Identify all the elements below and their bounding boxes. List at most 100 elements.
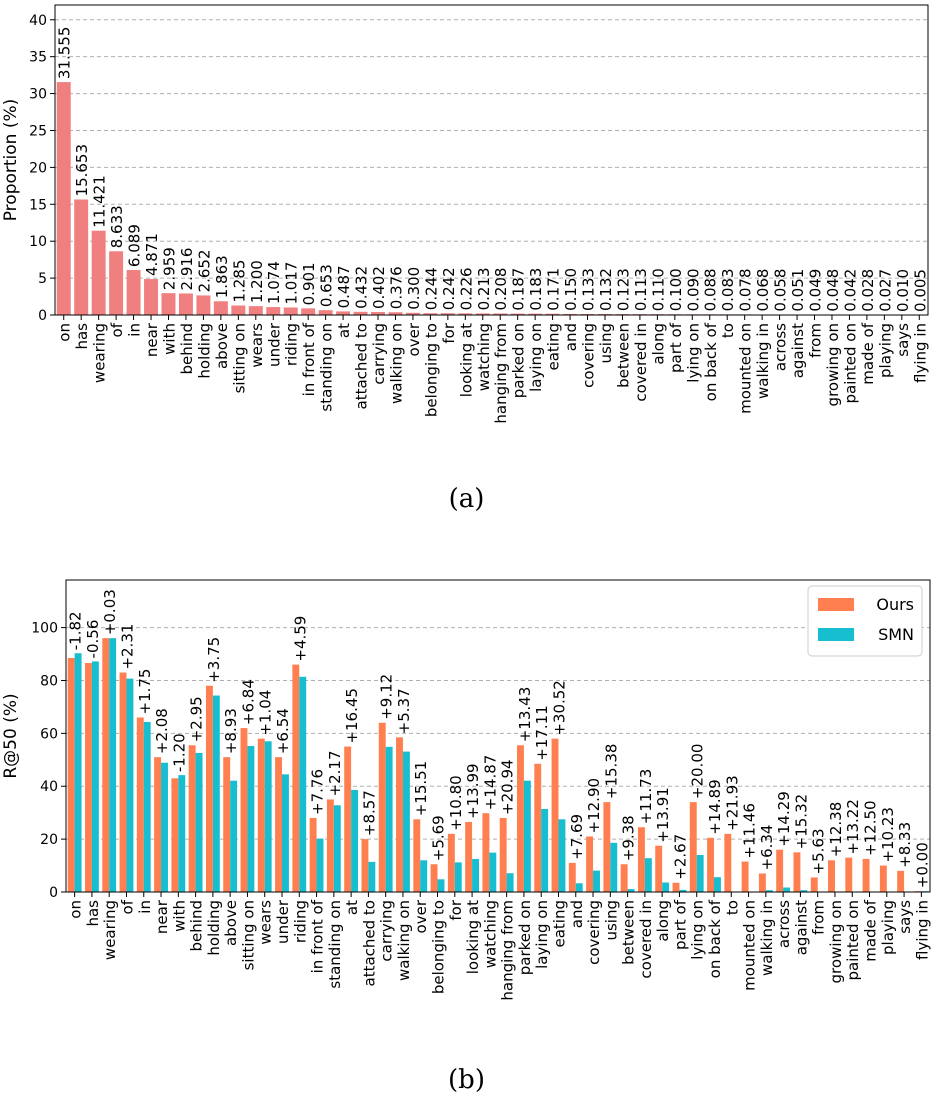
bar-smn [714, 877, 721, 892]
x-tick-label: lying on [684, 323, 702, 383]
bar-data-label: 0.051 [789, 269, 807, 312]
bar-proportion [91, 230, 106, 315]
bar-ours [517, 745, 524, 892]
bar-data-label: 0.123 [614, 268, 632, 311]
bar-smn [558, 819, 566, 892]
bar-data-label: +6.34 [758, 825, 776, 871]
bar-smn [402, 751, 410, 892]
bar-data-label: +9.12 [378, 674, 396, 720]
x-tick-label: in [126, 323, 144, 337]
x-tick-label: watching [475, 323, 493, 391]
bar-data-label: +9.38 [620, 815, 638, 861]
x-tick-label: and [562, 323, 580, 351]
x-tick-label: attached to [360, 900, 378, 986]
x-tick-label: parked on [510, 323, 528, 398]
bar-ours [257, 738, 265, 892]
x-tick-label: under [265, 322, 283, 367]
x-tick-label: says [896, 900, 914, 934]
x-tick-label: laying on [527, 323, 545, 392]
bar-smn [627, 889, 635, 892]
bar-smn [161, 762, 168, 892]
bar-smn [351, 789, 359, 892]
bar-ours [568, 862, 576, 892]
bar-ours [603, 802, 611, 892]
bar-proportion [493, 313, 508, 315]
x-tick-label: carrying [370, 323, 388, 385]
bar-smn [264, 741, 272, 892]
x-tick-label: over [405, 322, 423, 356]
x-tick-label: riding [283, 323, 301, 366]
bar-data-label: 0.208 [492, 268, 510, 311]
bar-smn [299, 676, 307, 892]
x-tick-label: standing on [326, 900, 344, 989]
x-tick-label: holding [205, 900, 223, 956]
x-tick-label: along [649, 323, 667, 365]
bar-proportion [318, 310, 333, 315]
bar-ours [637, 827, 645, 892]
bar-smn [662, 882, 670, 892]
x-tick-label: flying in [913, 900, 931, 960]
bar-data-label: +0.00 [913, 842, 931, 888]
x-tick-label: wears [248, 323, 266, 368]
bar-data-label: 2.652 [195, 249, 213, 292]
x-tick-label: walking in [758, 900, 776, 976]
bar-data-label: -1.20 [170, 733, 188, 772]
bar-proportion [231, 305, 246, 315]
bar-data-label: +16.45 [343, 688, 361, 744]
bar-ours [223, 757, 231, 892]
bar-data-label: +10.80 [447, 775, 465, 831]
recall-chart: 0 20 40 60 80 100 R@50 (%) -1.82 on -0.56 has +0.03… [1, 579, 931, 1001]
x-tick-label: parked on [516, 900, 534, 975]
x-tick-label: near [153, 899, 171, 934]
bar-data-label: 0.432 [353, 266, 371, 309]
x-tick-label: covering [585, 900, 603, 965]
bar-proportion [528, 313, 543, 315]
x-tick-label: belonging to [430, 900, 448, 994]
proportion-chart: 0 5 10 15 20 25 30 35 40 Proportion (%) 31.555 on 15… [1, 4, 929, 424]
bar-ours [845, 857, 853, 892]
bar-data-label: 0.242 [440, 267, 458, 310]
bar-ours [672, 882, 680, 892]
bar-proportion [248, 306, 263, 315]
legend: Ours SMN [807, 585, 923, 657]
bar-smn [420, 860, 428, 892]
x-tick-label: eating [550, 900, 568, 948]
bar-data-label: +6.54 [274, 708, 292, 754]
bar-data-label: +7.69 [568, 814, 586, 860]
y-tick-label: 35 [29, 50, 47, 66]
bar-ours [326, 799, 334, 892]
legend-swatch-smn [818, 628, 854, 641]
bar-data-label: +13.91 [654, 787, 672, 843]
bar-proportion [74, 199, 89, 315]
bar-ours [586, 836, 594, 892]
x-tick-label: to [719, 323, 737, 338]
bar-proportion [458, 313, 473, 315]
bar-ours [447, 833, 455, 892]
bar-data-label: 1.017 [283, 262, 301, 305]
bar-data-label: -1.82 [67, 611, 85, 650]
bar-data-label: 0.226 [457, 267, 475, 310]
bar-ours [85, 663, 92, 892]
bar-smn [472, 858, 479, 892]
bar-data-label: 0.171 [545, 268, 563, 311]
x-tick-label: between [614, 323, 632, 388]
x-tick-label: laying on [533, 900, 551, 969]
bar-ours [499, 817, 507, 892]
x-tick-label: wearing [101, 900, 119, 960]
x-tick-label: for [440, 322, 458, 343]
x-tick-label: has [84, 900, 102, 927]
x-tick-label: hanging from [492, 323, 510, 424]
y-axis-label: Proportion (%) [1, 99, 21, 222]
bar-ours [67, 658, 75, 892]
bar-smn [575, 883, 583, 892]
bar-proportion [510, 313, 525, 315]
x-tick-label: with [160, 323, 178, 355]
bar-data-label: +30.52 [550, 680, 568, 736]
bar-data-label: 0.110 [649, 268, 667, 311]
bar-data-label: 0.487 [335, 265, 353, 308]
bar-smn [437, 879, 445, 892]
bar-proportion [475, 313, 490, 315]
bar-data-label: 8.633 [108, 205, 126, 248]
bar-ours [897, 870, 905, 892]
bar-smn [143, 721, 151, 892]
